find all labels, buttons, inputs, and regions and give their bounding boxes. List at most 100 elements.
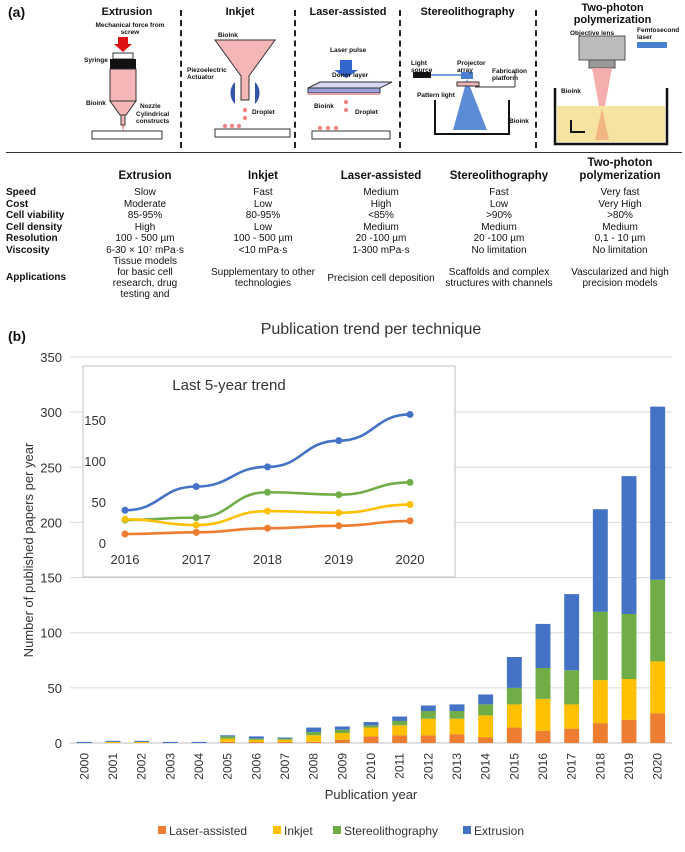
bar-segment	[420, 711, 436, 719]
x-tick-label: 2015	[507, 753, 521, 780]
bar-segment	[334, 729, 350, 734]
bar-segment	[363, 727, 379, 737]
table-cell: 100 - 500 µm	[115, 233, 175, 244]
x-tick-label: 2005	[221, 753, 235, 780]
bar-segment	[248, 738, 264, 740]
bar-segment	[535, 623, 551, 669]
header-laser: Laser-assisted	[340, 170, 422, 182]
bar-segment	[334, 726, 350, 730]
bar-segment	[248, 736, 264, 739]
inset-x-tick-label: 2018	[253, 552, 282, 567]
bar-segment	[621, 719, 637, 743]
inset-point	[335, 491, 343, 499]
row-label: Viscosity	[6, 244, 50, 256]
force-arrow-icon	[114, 37, 132, 52]
inset-point	[192, 528, 200, 536]
x-tick-label: 2018	[593, 753, 607, 780]
x-tick-label: 2011	[393, 753, 407, 779]
comparison-table: Extrusion Inkjet Laser-assisted Stereoli…	[6, 157, 682, 300]
bar-segment	[105, 740, 121, 742]
table-cell: No limitation	[592, 244, 648, 256]
row-label: Cost	[6, 198, 29, 210]
x-tick-label: 2003	[163, 753, 177, 780]
bar-segment	[392, 720, 408, 726]
x-tick-label: 2006	[249, 753, 263, 780]
separator-4	[535, 10, 537, 148]
bar-segment	[334, 739, 350, 743]
inset-point	[192, 514, 200, 522]
bar-segment	[592, 723, 608, 743]
inset-y-tick-label: 150	[84, 413, 106, 428]
table-row: Cell viability 85-95% 80-95% <85% >90% >80%	[6, 210, 682, 222]
y-tick-label: 200	[40, 515, 62, 530]
x-axis-title: Publication year	[325, 787, 418, 802]
table-cell: Scaffolds and complex structures with ch…	[445, 267, 553, 289]
bar-segment	[592, 611, 608, 681]
inkjet-title: Inkjet	[225, 6, 255, 18]
laser-pulse-label: Laser pulse	[330, 47, 367, 54]
bar-segment	[535, 668, 551, 699]
inset-point	[335, 437, 343, 445]
extrusion-diagram	[91, 37, 163, 140]
bar-segment	[248, 739, 264, 742]
bar-segment	[220, 738, 236, 742]
bar-segment	[650, 579, 666, 662]
bar-segment	[506, 687, 522, 705]
bar-segment	[134, 741, 150, 743]
x-tick-label: 2013	[450, 753, 464, 780]
bar-segment	[363, 722, 379, 726]
x-tick-label: 2001	[106, 753, 120, 780]
separator-1	[180, 10, 182, 148]
x-tick-label: 2012	[421, 753, 435, 780]
table-cell: Low	[489, 198, 509, 210]
inset-point	[264, 488, 271, 496]
inset-point	[406, 478, 414, 486]
y-tick-label: 150	[40, 571, 62, 586]
row-label: Cell density	[6, 221, 63, 233]
x-tick-label: 2002	[135, 753, 149, 780]
table-cell: No limitation	[471, 244, 527, 256]
inset-point	[335, 522, 343, 530]
nozzle-label: Nozzle	[140, 103, 161, 110]
legend-swatch	[333, 826, 341, 834]
bar-segment	[564, 704, 580, 729]
bar-segment	[621, 679, 637, 720]
bar-segment	[162, 741, 178, 743]
x-tick-label: 2004	[192, 753, 206, 780]
table-cell: Vascularized and high precision models	[571, 267, 669, 289]
laser-bioink-label: Bioink	[314, 103, 334, 110]
objective-lens-label: Objective lens	[570, 30, 615, 37]
y-tick-label: 50	[48, 681, 62, 696]
table-cell: >80%	[607, 210, 633, 221]
y-axis-title: Number of published papers per year	[21, 442, 36, 657]
bar-segment	[363, 736, 379, 743]
laser-title: Laser-assisted	[309, 6, 387, 18]
twophoton-diagram	[553, 35, 669, 146]
stereo-bioink-label: Bioink	[509, 118, 529, 125]
bar-segment	[449, 704, 465, 712]
table-cell: Tissue models for basic cell research, d…	[112, 256, 178, 300]
x-tick-label: 2017	[565, 753, 579, 780]
row-label: Speed	[6, 187, 37, 198]
table-cell: 0,1 - 10 µm	[594, 233, 646, 244]
inset-point	[264, 463, 271, 471]
syringe-label: Syringe	[84, 57, 108, 64]
actuator-right	[255, 82, 260, 104]
table-cell: Medium	[363, 187, 399, 198]
x-tick-label: 2020	[651, 753, 665, 780]
bar-segment	[506, 727, 522, 743]
bar-segment	[621, 476, 637, 614]
twophoton-title: Two-photon polymerization	[573, 2, 652, 26]
inset-point	[192, 521, 200, 529]
inset-title: Last 5-year trend	[172, 377, 285, 394]
bar-segment	[478, 694, 494, 705]
bar-segment	[592, 680, 608, 724]
x-tick-label: 2014	[479, 753, 493, 780]
platform-label: Fabrication platform	[492, 68, 528, 82]
bar-segment	[76, 741, 92, 743]
header-stereo: Stereolithography	[449, 170, 549, 182]
bar-segment	[277, 737, 293, 739]
bar-segment	[449, 711, 465, 719]
bar-segment	[191, 741, 207, 743]
inset-x-tick-label: 2017	[182, 552, 211, 567]
